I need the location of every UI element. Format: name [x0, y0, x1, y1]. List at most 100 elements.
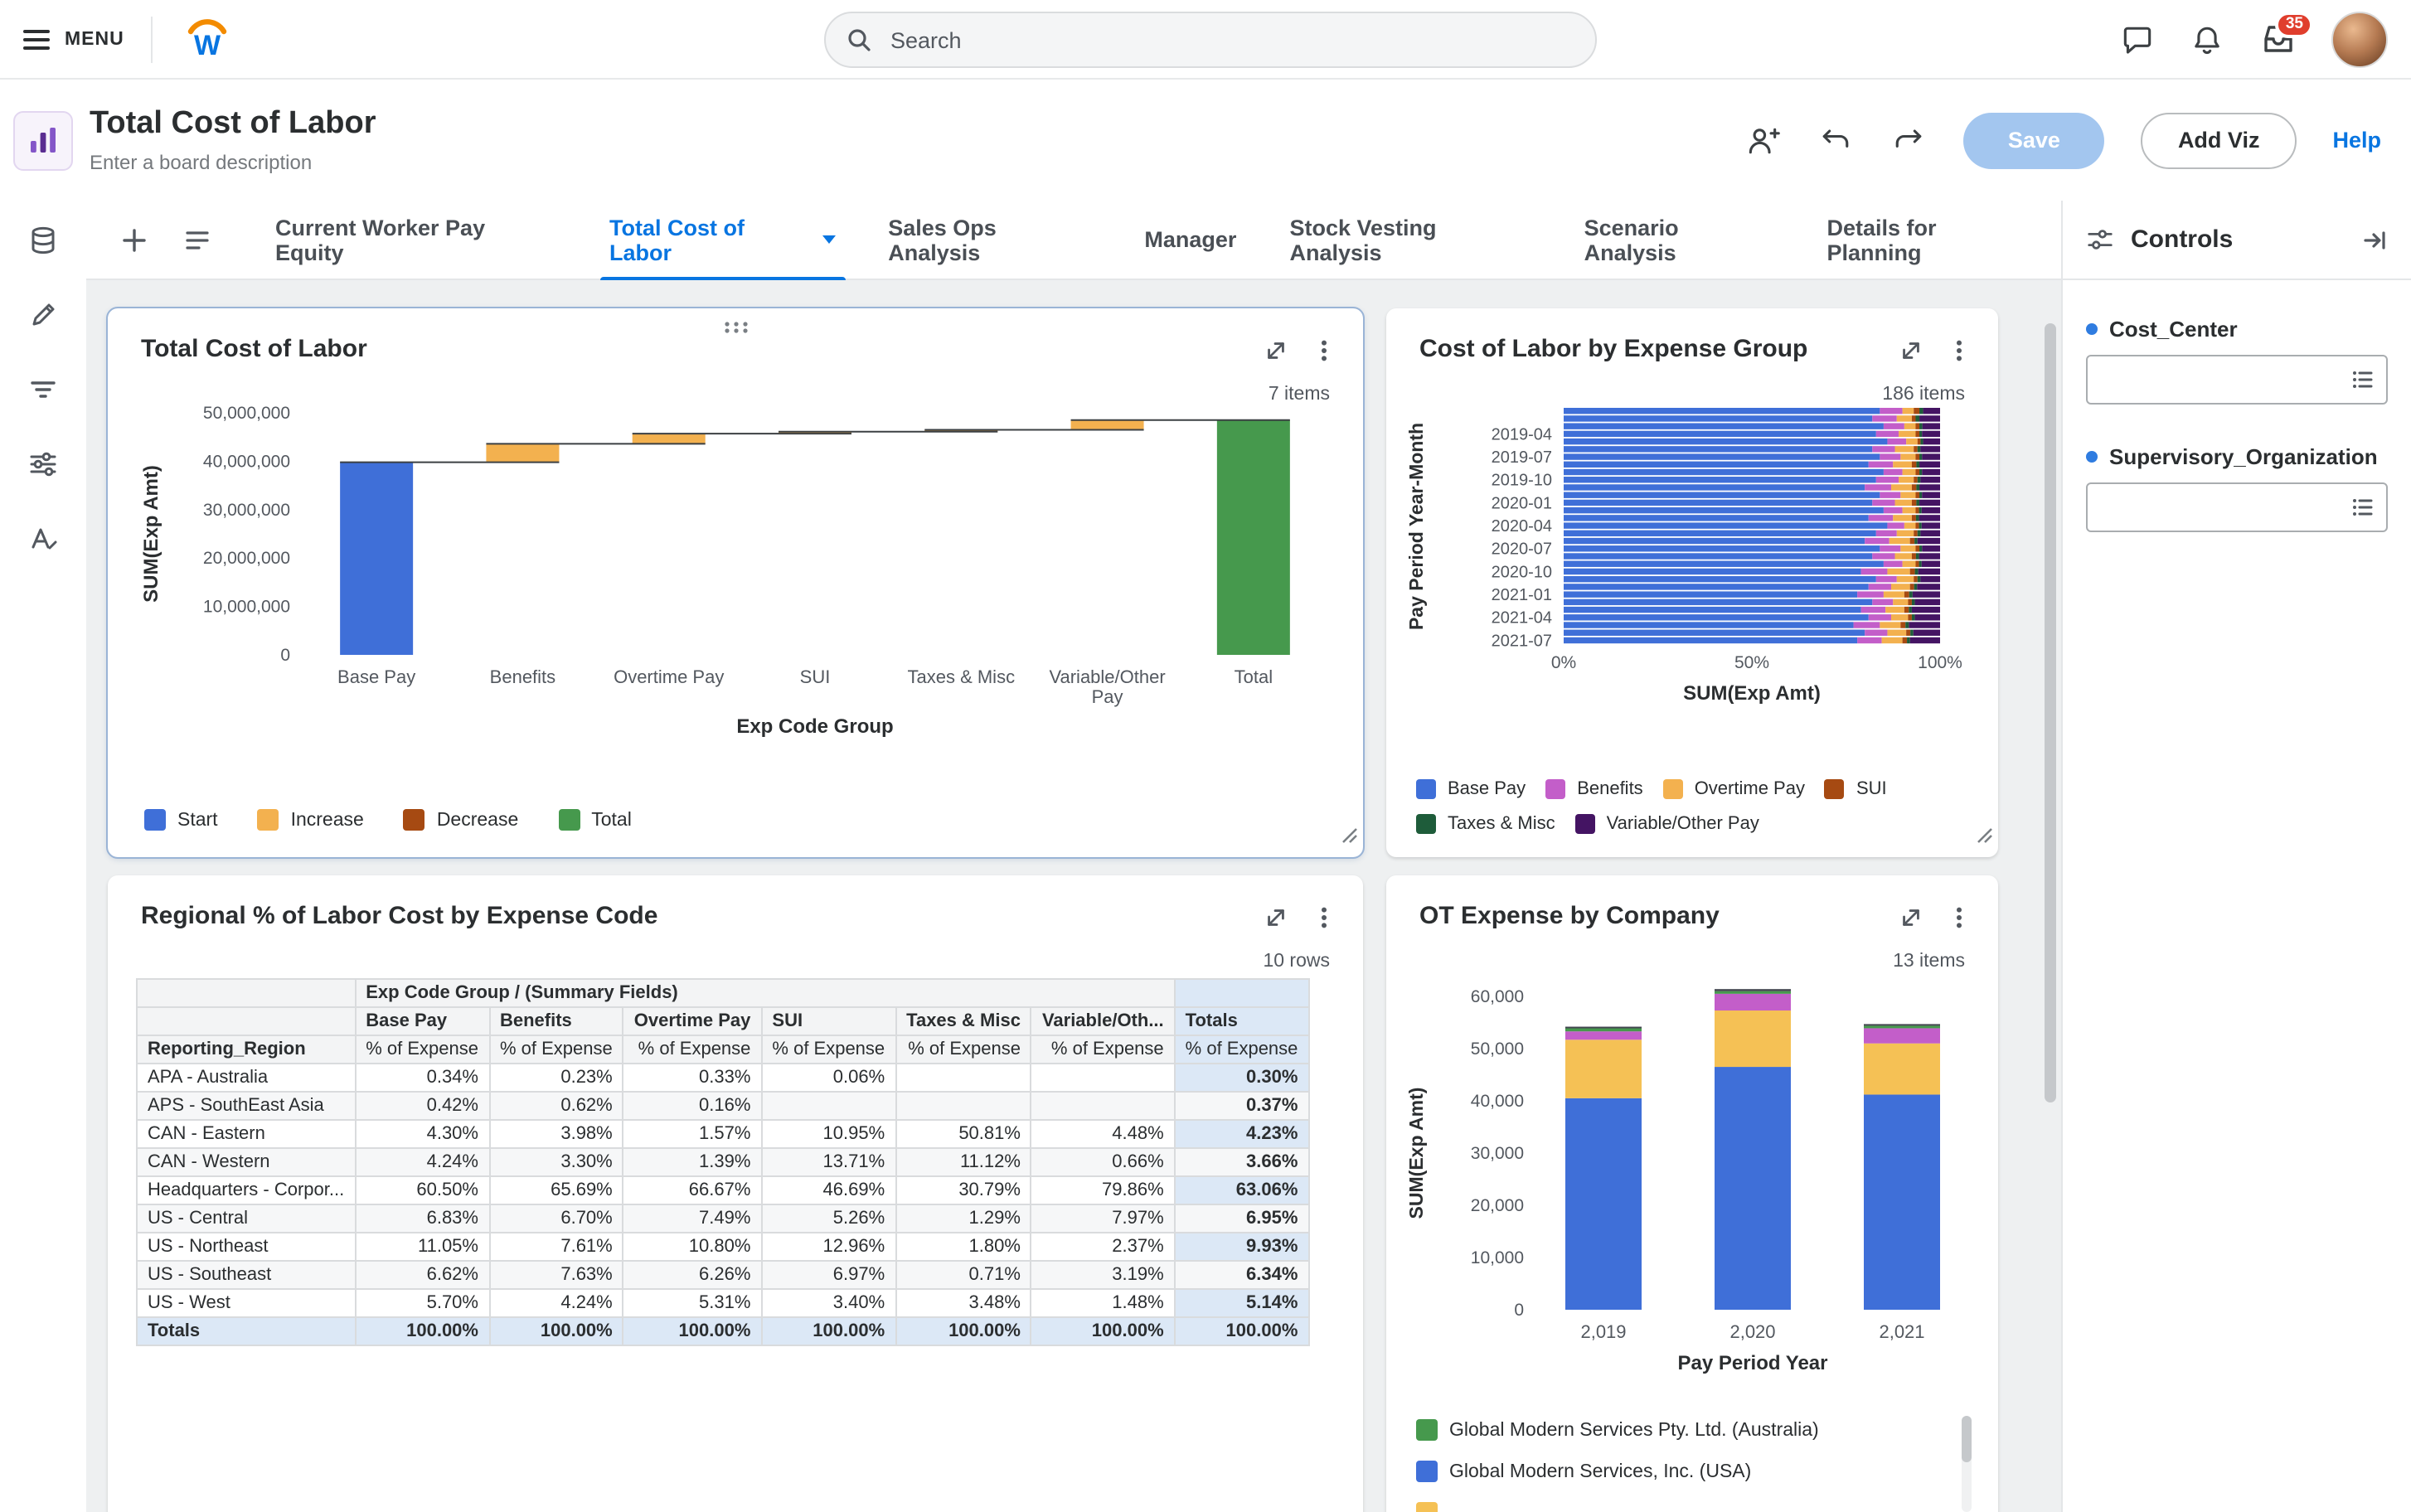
- table-row[interactable]: APA - Australia 0.34% 0.23% 0.33% 0.06% 0.30%: [136, 1063, 1310, 1093]
- sliders-icon: [30, 452, 56, 477]
- tab-current-worker-pay-equity[interactable]: Current Worker Pay Equity: [249, 200, 583, 279]
- chat-button[interactable]: [2119, 21, 2156, 57]
- tab-list-button[interactable]: [182, 225, 212, 254]
- list-picker-button[interactable]: [2350, 366, 2386, 393]
- resize-corner-icon[interactable]: [1977, 822, 1993, 852]
- more-menu-button[interactable]: [1947, 905, 1972, 930]
- text-format-button[interactable]: [28, 524, 58, 554]
- legend-item[interactable]: Taxes & Misc: [1416, 814, 1555, 834]
- undo-button[interactable]: [1817, 122, 1854, 158]
- kebab-menu-icon: [1322, 907, 1327, 928]
- workday-logo[interactable]: W: [179, 11, 235, 67]
- svg-text:2020-07: 2020-07: [1492, 540, 1552, 559]
- table-row[interactable]: Totals 100.00% 100.00% 100.00% 100.00% 100.00…: [136, 1316, 1310, 1346]
- tab-stock-vesting-analysis[interactable]: Stock Vesting Analysis: [1263, 200, 1557, 279]
- edit-button[interactable]: [28, 300, 58, 330]
- table-row[interactable]: Exp Code Group / (Summary Fields): [136, 978, 1310, 1008]
- expand-button[interactable]: [1264, 338, 1288, 363]
- share-forward-button[interactable]: [1890, 122, 1927, 158]
- chevron-down-icon: [822, 235, 836, 244]
- legend-item[interactable]: Global Modern Services Pty. Ltd. (Austra…: [1416, 1419, 1938, 1441]
- legend-scrollbar[interactable]: [1962, 1416, 1972, 1462]
- viz-card-cost-of-labor-by-expense-group[interactable]: Cost of Labor by Expense Group 186 items…: [1386, 308, 1998, 857]
- tune-icon: [2086, 225, 2114, 254]
- list-picker-button[interactable]: [2350, 494, 2386, 521]
- table-row[interactable]: US - Northeast 11.05% 7.61% 10.80% 12.96% 1.8…: [136, 1232, 1310, 1262]
- inbox-button[interactable]: 35: [2258, 11, 2313, 57]
- controls-title: Controls: [2131, 225, 2234, 254]
- data-source-button[interactable]: [28, 225, 58, 255]
- add-tab-button[interactable]: [119, 225, 149, 254]
- more-menu-button[interactable]: [1312, 905, 1336, 930]
- legend-item[interactable]: Variable/Other Pay: [1574, 814, 1759, 834]
- supervisory-organization-input[interactable]: [2086, 482, 2388, 532]
- table-row[interactable]: APS - SouthEast Asia 0.42% 0.62% 0.16% 0.37%: [136, 1091, 1310, 1121]
- table-row[interactable]: US - Southeast 6.62% 7.63% 6.26% 6.97% 0.71% 3…: [136, 1260, 1310, 1290]
- viz-card-total-cost-of-labor[interactable]: Total Cost of Labor 7 items 0 10,000,000 2…: [106, 307, 1365, 859]
- legend-label: Decrease: [436, 810, 519, 830]
- legend-label: Total: [591, 810, 632, 830]
- supervisory-organization-field[interactable]: [2088, 484, 2350, 531]
- more-menu-button[interactable]: [1312, 338, 1336, 363]
- drag-handle-icon[interactable]: [721, 313, 749, 343]
- table-row[interactable]: US - West 5.70% 4.24% 5.31% 3.40% 3.48% 1.48% 5…: [136, 1288, 1310, 1318]
- tab-scenario-analysis[interactable]: Scenario Analysis: [1558, 200, 1801, 279]
- table-row[interactable]: CAN - Western 4.24% 3.30% 1.39% 13.71% 11.12%…: [136, 1147, 1310, 1177]
- waterfall-chart[interactable]: 0 10,000,000 20,000,000 30,000,000 40,000,00…: [108, 404, 1363, 753]
- filter-button[interactable]: [28, 375, 58, 405]
- menu-button[interactable]: MENU: [23, 29, 124, 49]
- filter-icon: [31, 381, 56, 398]
- svg-text:2,020: 2,020: [1729, 1321, 1775, 1342]
- legend-item[interactable]: Global Modern Services, Inc. (USA): [1416, 1461, 1938, 1482]
- viz-card-regional-pct-of-labor-cost[interactable]: Regional % of Labor Cost by Expense Code…: [108, 875, 1363, 1512]
- help-link[interactable]: Help: [2332, 128, 2381, 153]
- table-row[interactable]: Reporting_Region% of Expense% of Expense…: [136, 1035, 1310, 1064]
- board-icon: [13, 110, 73, 170]
- legend-item[interactable]: Decrease: [403, 809, 519, 831]
- tab-total-cost-of-labor[interactable]: Total Cost of Labor: [583, 200, 861, 281]
- legend-item[interactable]: Benefits: [1545, 779, 1643, 799]
- legend-swatch-icon: [1662, 779, 1683, 799]
- expand-button[interactable]: [1899, 338, 1923, 363]
- viz-card-ot-expense-by-company[interactable]: OT Expense by Company 13 items 0 10,000 20…: [1386, 875, 1998, 1512]
- legend-label: Increase: [290, 810, 364, 830]
- board-canvas: Total Cost of Labor 7 items 0 10,000,000 2…: [86, 280, 2061, 1512]
- settings-sliders-button[interactable]: [28, 449, 58, 479]
- resize-corner-icon[interactable]: [1341, 822, 1358, 852]
- more-menu-button[interactable]: [1947, 338, 1972, 363]
- cost-center-input[interactable]: [2086, 355, 2388, 405]
- add-viz-button[interactable]: Add Viz: [2141, 112, 2297, 168]
- stacked-column-chart[interactable]: 0 10,000 20,000 30,000 40,000 50,000 60,000 SUM…: [1386, 972, 1998, 1394]
- table-row[interactable]: CAN - Eastern 4.30% 3.98% 1.57% 10.95% 50.81%…: [136, 1119, 1310, 1149]
- share-access-button[interactable]: [1744, 122, 1781, 158]
- board-description-input[interactable]: Enter a board description: [90, 151, 313, 174]
- legend-label: Variable/Other Pay: [1606, 814, 1759, 834]
- table-row[interactable]: US - Central 6.83% 6.70% 7.49% 5.26% 1.29% 7.9…: [136, 1204, 1310, 1233]
- collapse-panel-button[interactable]: [2361, 226, 2388, 253]
- search-box[interactable]: [824, 12, 1597, 68]
- main-scrollbar[interactable]: [2045, 323, 2056, 1102]
- stacked-bar-chart[interactable]: Pay Period Year-Month 2019-04 2019-07 2019-…: [1386, 405, 1998, 720]
- legend-item[interactable]: Start: [144, 809, 218, 831]
- expand-button[interactable]: [1264, 905, 1288, 930]
- legend-item[interactable]: Total: [558, 809, 632, 831]
- tab-details-for-planning[interactable]: Details for Planning: [1800, 200, 2061, 279]
- legend-item[interactable]: Overtime Pay: [1662, 779, 1805, 799]
- page-title: Total Cost of Labor: [90, 106, 376, 141]
- table-row[interactable]: Base Pay Benefits Overtime Pay SUI Taxes & M…: [136, 1006, 1310, 1036]
- tab-manager[interactable]: Manager: [1118, 200, 1263, 279]
- legend-item[interactable]: [1416, 1502, 1938, 1512]
- legend-item[interactable]: Base Pay: [1416, 779, 1526, 799]
- cost-center-field[interactable]: [2088, 356, 2350, 403]
- tab-label: Total Cost of Labor: [609, 215, 745, 264]
- avatar[interactable]: [2331, 11, 2388, 67]
- notifications-button[interactable]: [2189, 21, 2225, 57]
- regional-table-container[interactable]: Exp Code Group / (Summary Fields) Base Pa…: [136, 978, 1310, 1346]
- legend-item[interactable]: SUI: [1824, 779, 1887, 799]
- legend-item[interactable]: Increase: [257, 809, 364, 831]
- table-row[interactable]: Headquarters - Corpor... 60.50% 65.69% 66.6…: [136, 1175, 1310, 1205]
- search-input[interactable]: [887, 26, 1575, 54]
- tab-sales-ops-analysis[interactable]: Sales Ops Analysis: [861, 200, 1118, 279]
- expand-button[interactable]: [1899, 905, 1923, 930]
- save-button[interactable]: Save: [1962, 112, 2105, 168]
